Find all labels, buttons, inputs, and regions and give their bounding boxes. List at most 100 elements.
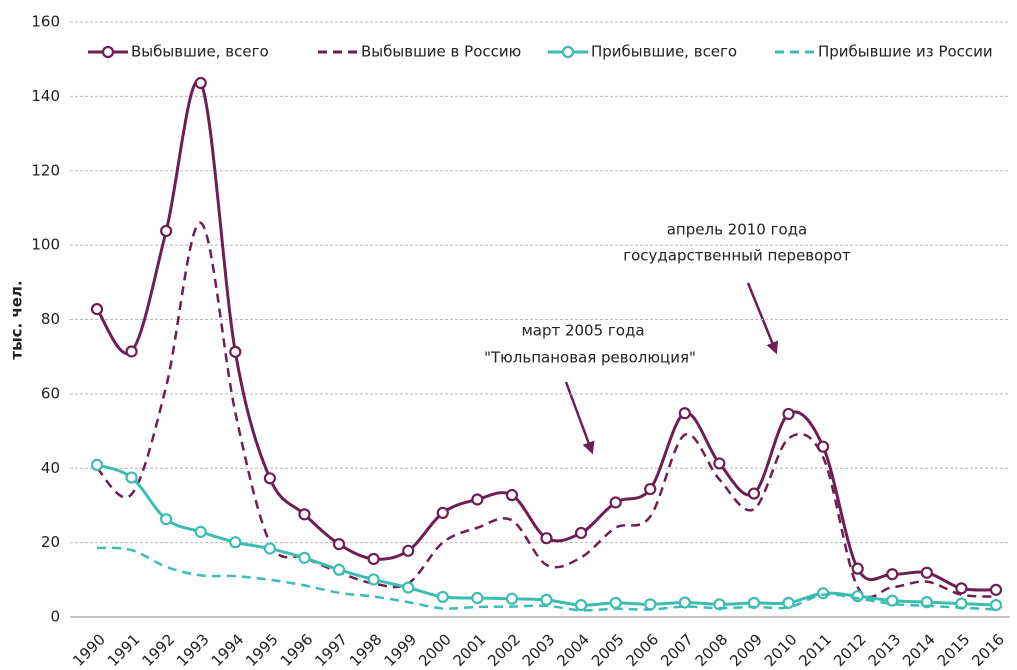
data-point [436,590,449,604]
x-tick-label: 2001 [450,630,490,670]
series-line [96,546,997,612]
data-point [644,482,657,496]
x-tick-label: 2004 [553,630,593,670]
x-tick-label: 1993 [173,630,213,670]
x-tick-label: 2006 [623,630,663,670]
x-tick-label: 1994 [208,630,248,670]
legend-marker [101,45,115,59]
annotation: "Тюльпановая революция" [484,349,696,367]
x-tick-label: 1996 [277,630,317,670]
data-point [782,596,795,609]
data-point [955,582,968,595]
data-point [713,457,726,470]
data-point [574,526,588,540]
data-point [298,508,311,521]
data-point [782,407,795,421]
y-tick-label: 80 [41,310,60,328]
series-line [96,221,997,599]
y-tick-label: 120 [31,161,60,179]
data-point [609,596,622,609]
x-tick-label: 2010 [761,630,801,670]
data-point [402,581,415,594]
data-point [332,538,346,551]
legend-label: Прибывшие из России [818,43,993,61]
series-line [95,79,997,592]
data-point [471,591,484,605]
data-point [920,596,933,609]
x-tick-label: 2014 [899,630,939,670]
x-tick-label: 1991 [104,630,144,670]
data-point [194,76,207,90]
x-tick-label: 2016 [968,630,1008,670]
data-point [90,458,104,472]
x-tick-label: 1998 [346,630,386,670]
data-point [229,345,242,358]
y-tick-label: 160 [31,13,60,31]
data-point [851,562,864,575]
y-tick-label: 0 [50,608,60,626]
data-point [851,590,864,603]
data-point [505,592,519,605]
data-point [160,224,173,238]
x-tick-label: 2003 [519,630,559,670]
x-tick-label: 2008 [692,630,732,670]
annotation: март 2005 года [521,322,644,340]
y-tick-label: 140 [31,87,60,105]
y-tick-label: 20 [41,533,60,551]
x-tick-label: 2005 [588,630,628,670]
x-tick-label: 1997 [311,630,351,670]
y-tick-label: 100 [31,236,60,254]
y-tick-label: 60 [41,384,60,402]
legend-label: Прибывшие, всего [591,43,737,61]
data-point [367,552,380,566]
x-tick-label: 2000 [415,630,455,670]
data-point [920,566,933,579]
data-point [609,496,622,509]
legend-label: Выбывшие, всего [131,43,269,61]
data-point [332,563,346,576]
data-point [989,598,1003,612]
x-tick-label: 1990 [69,630,109,670]
data-point [505,488,519,502]
data-point [160,513,173,526]
data-point [229,536,242,549]
data-point [540,593,553,606]
data-point [263,472,276,485]
annotation: государственный переворот [623,247,851,265]
arrow [564,381,595,455]
annotation: апрель 2010 года [667,221,808,239]
data-point [125,471,138,484]
x-tick-label: 1995 [242,630,282,670]
y-tick-label: 40 [41,459,60,477]
data-point [402,544,415,557]
x-tick-label: 2012 [830,630,870,670]
data-point [125,345,138,358]
y-axis-label: тыс. чел. [8,280,26,359]
data-point [886,568,899,581]
data-point [471,493,484,506]
data-point [747,487,761,500]
data-point [989,583,1003,596]
x-tick-label: 2007 [657,630,697,670]
data-point [678,407,691,420]
x-tick-label: 2002 [484,630,524,670]
legend-label: Выбывшие в Россию [361,43,521,61]
data-point [678,596,691,609]
legend-marker [561,45,575,59]
data-point [436,506,449,519]
x-tick-label: 2013 [865,630,905,670]
x-tick-label: 2011 [795,630,835,670]
data-point [263,542,276,555]
x-tick-label: 2009 [726,630,766,670]
arrow [746,282,779,355]
data-point [298,551,311,564]
data-point [644,598,657,611]
x-tick-label: 1992 [138,630,178,670]
data-point [194,525,207,538]
data-point [90,302,104,316]
x-tick-label: 1999 [380,630,420,670]
data-point [540,532,553,545]
x-tick-label: 2015 [934,630,974,670]
data-point [886,594,899,607]
